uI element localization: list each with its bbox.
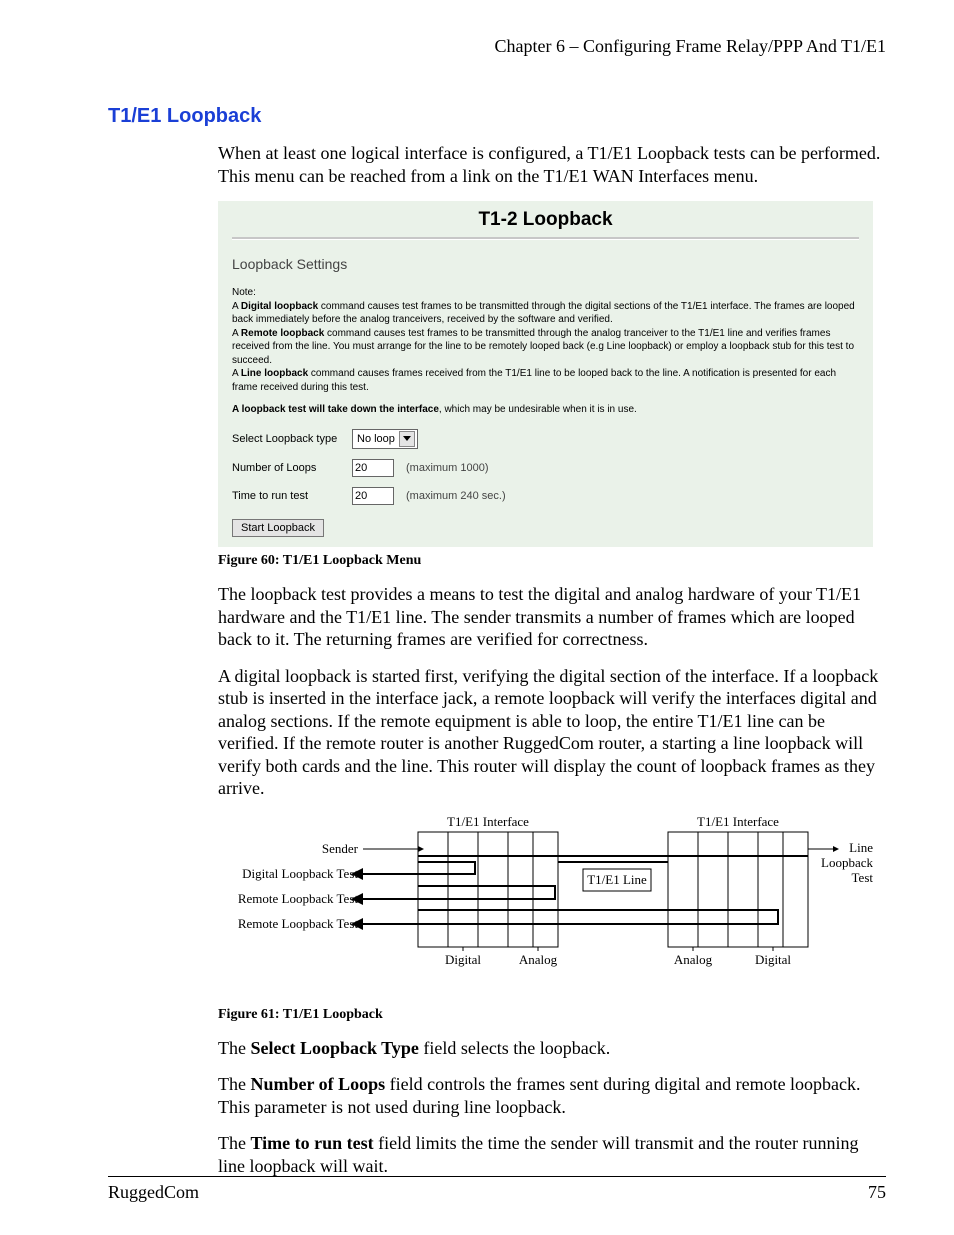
note-text-2: command causes test frames to be transmi… — [232, 328, 854, 366]
input-time-test[interactable]: 20 — [352, 487, 394, 505]
footer-right: 75 — [868, 1182, 886, 1203]
chevron-down-icon[interactable] — [399, 431, 415, 447]
loopback-diagram: T1/E1 Interface T1/E1 Interface T1/E1 Li… — [218, 814, 886, 989]
hint-time-test: (maximum 240 sec.) — [406, 490, 506, 502]
input-number-loops[interactable]: 20 — [352, 459, 394, 477]
row-number-loops: Number of Loops 20 (maximum 1000) — [232, 459, 859, 477]
diag-line-test-3: Test — [852, 870, 873, 885]
screenshot: T1-2 Loopback Loopback Settings Note: A … — [218, 201, 873, 547]
note-bold-3: Line loopback — [241, 368, 308, 379]
note-bold-2: Remote loopback — [241, 328, 324, 339]
diag-digital-left: Digital — [445, 952, 481, 967]
diag-line-label: T1/E1 Line — [587, 872, 647, 887]
select-value: No loop — [357, 433, 395, 445]
row-loopback-type: Select Loopback type No loop — [232, 429, 859, 449]
diag-interface-right: T1/E1 Interface — [697, 814, 779, 829]
start-loopback-button[interactable]: Start Loopback — [232, 519, 324, 537]
paragraph-2: A digital loopback is started first, ver… — [218, 665, 886, 800]
diag-interface-left: T1/E1 Interface — [447, 814, 529, 829]
warning-bold: A loopback test will take down the inter… — [232, 404, 439, 415]
diag-digital-right: Digital — [755, 952, 791, 967]
diag-analog-left: Analog — [519, 952, 558, 967]
note-text-1: command causes test frames to be transmi… — [232, 301, 855, 326]
screenshot-title: T1-2 Loopback — [232, 209, 859, 231]
note-bold-1: Digital loopback — [241, 301, 318, 312]
note-label: Note: — [232, 287, 256, 298]
label-loopback-type: Select Loopback type — [232, 433, 352, 445]
intro-paragraph: When at least one logical interface is c… — [218, 142, 886, 187]
paragraph-1: The loopback test provides a means to te… — [218, 583, 886, 651]
divider — [232, 237, 859, 240]
row-time-test: Time to run test 20 (maximum 240 sec.) — [232, 487, 859, 505]
diag-line-test-1: Line — [849, 840, 873, 855]
footer-rule — [108, 1176, 886, 1177]
warning-rest: , which may be undesirable when it is in… — [439, 404, 637, 415]
diag-remote-test-2: Remote Loopback Test — [238, 916, 359, 931]
paragraph-3: The Select Loopback Type field selects t… — [218, 1037, 886, 1060]
section-title: T1/E1 Loopback — [108, 105, 886, 128]
paragraph-5: The Time to run test field limits the ti… — [218, 1132, 886, 1177]
label-time-test: Time to run test — [232, 490, 352, 502]
diag-remote-test-1: Remote Loopback Test — [238, 891, 359, 906]
hint-number-loops: (maximum 1000) — [406, 462, 489, 474]
label-number-loops: Number of Loops — [232, 462, 352, 474]
figure-61-caption: Figure 61: T1/E1 Loopback — [218, 1007, 886, 1023]
footer-left: RuggedCom — [108, 1182, 199, 1203]
note-text-3: command causes frames received from the … — [232, 368, 836, 393]
select-loopback-type[interactable]: No loop — [352, 429, 418, 449]
diag-sender: Sender — [322, 841, 359, 856]
note-block: Note: A Digital loopback command causes … — [232, 286, 859, 394]
page-header: Chapter 6 – Configuring Frame Relay/PPP … — [108, 36, 886, 57]
paragraph-4: The Number of Loops field controls the f… — [218, 1073, 886, 1118]
diag-line-test-2: Loopback — [821, 855, 873, 870]
diag-digital-test: Digital Loopback Test — [242, 866, 358, 881]
warning-line: A loopback test will take down the inter… — [232, 404, 859, 415]
screenshot-subtitle: Loopback Settings — [232, 256, 859, 272]
figure-60-caption: Figure 60: T1/E1 Loopback Menu — [218, 553, 886, 569]
diag-analog-right: Analog — [674, 952, 713, 967]
